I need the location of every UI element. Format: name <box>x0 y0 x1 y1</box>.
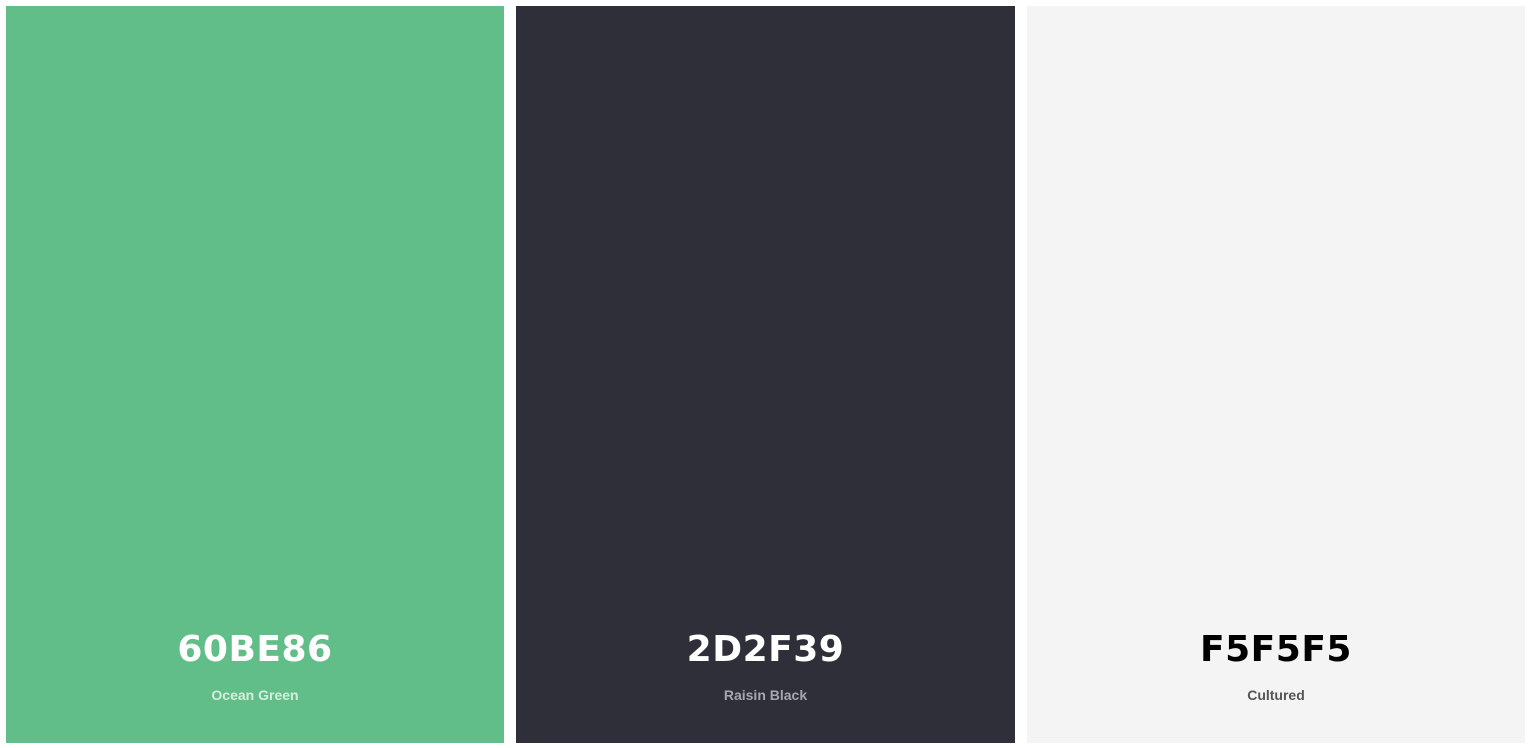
swatch-hex-code[interactable]: F5F5F5 <box>1200 629 1352 670</box>
swatch-color-name: Raisin Black <box>723 687 808 703</box>
swatch-hex-code[interactable]: 60BE86 <box>177 629 333 670</box>
swatch-color-name: Cultured <box>1247 687 1305 703</box>
swatch-ocean-green[interactable]: 60BE86 Ocean Green <box>6 6 504 743</box>
swatch-color-name: Ocean Green <box>211 687 299 703</box>
swatch-raisin-black[interactable]: 2D2F39 Raisin Black <box>516 6 1015 743</box>
swatch-cultured[interactable]: F5F5F5 Cultured <box>1027 6 1525 743</box>
swatch-hex-code[interactable]: 2D2F39 <box>686 629 845 670</box>
